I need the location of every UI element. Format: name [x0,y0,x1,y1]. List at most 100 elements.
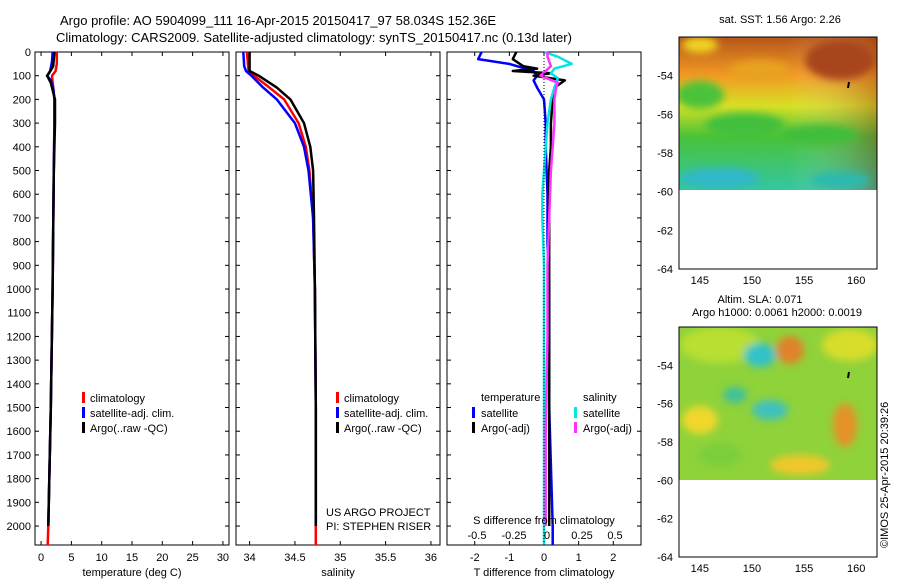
temperature-legend-swatch [82,422,85,433]
differences-line-s_argo [539,52,560,526]
depth-tick-label: 700 [13,213,31,225]
sst-map-frame [678,36,878,270]
s-difference-tick-label: 0.25 [571,530,592,542]
temperature-xtick-label: 20 [156,552,168,564]
temperature-xtick-label: 10 [96,552,108,564]
sst_map-lat-label: -64 [657,264,673,276]
project-credit: US ARGO PROJECT [326,507,431,519]
depth-tick-label: 2000 [7,521,31,533]
temperature-xlabel: temperature (deg C) [82,567,181,579]
temperature-xtick-label: 30 [217,552,229,564]
sst_map-lon-label: 160 [847,275,865,287]
sla-map-title: Altim. SLA: 0.071 [718,294,803,306]
sst_map-lon-label: 150 [743,275,761,287]
temperature-legend-label: satellite-adj. clim. [90,408,174,420]
depth-tick-label: 900 [13,260,31,272]
diff-legend-label: Argo(-adj) [481,423,530,435]
depth-tick-label: 1400 [7,379,31,391]
sst_map-lon-label: 145 [691,275,709,287]
depth-tick-label: 400 [13,142,31,154]
differences-xlabel: T difference from climatology [474,567,615,579]
s-difference-axis-label: S difference from climatology [473,515,615,527]
temperature-legend-label: Argo(..raw -QC) [90,423,168,435]
depth-tick-label: 1900 [7,497,31,509]
sst_map-lat-label: -60 [657,187,673,199]
diff-legend-swatch [472,407,475,418]
depth-tick-label: 1600 [7,426,31,438]
differences-xtick-label: 0 [541,552,547,564]
diff-legend-swatch [574,407,577,418]
depth-tick-label: 1700 [7,450,31,462]
salinity-legend-label: Argo(..raw -QC) [344,423,422,435]
salinity-xtick-label: 34 [243,552,255,564]
salinity-legend-swatch [336,407,339,418]
differences-xtick-label: 2 [610,552,616,564]
sst_map-lon-label: 155 [795,275,813,287]
s-difference-tick-label: 0 [544,530,550,542]
diff-legend-swatch [574,422,577,433]
depth-tick-label: 200 [13,94,31,106]
sla_map-lat-label: -58 [657,437,673,449]
depth-tick-label: 500 [13,166,31,178]
salinity-xtick-label: 36 [425,552,437,564]
temperature-xtick-label: 0 [38,552,44,564]
sla_map-lat-label: -56 [657,399,673,411]
sla_map-lon-label: 150 [743,563,761,575]
depth-tick-label: 100 [13,71,31,83]
differences-line-argo [511,51,567,526]
diff-legend-swatch [472,422,475,433]
sla_map-lat-label: -54 [657,360,673,372]
temperature-legend-label: climatology [90,393,146,405]
figure-title-line1: Argo profile: AO 5904099_111 16-Apr-2015… [60,13,497,28]
salinity-xlabel: salinity [321,567,355,579]
sla-map-subtitle: Argo h1000: 0.0061 h2000: 0.0019 [692,307,862,319]
salinity-plot-frame [235,51,441,546]
temperature-xtick-label: 25 [187,552,199,564]
salinity-legend-swatch [336,422,339,433]
sst_map-lat-label: -62 [657,225,673,237]
salinity-legend-label: satellite-adj. clim. [344,408,428,420]
depth-tick-label: 800 [13,237,31,249]
sla_map-lon-label: 145 [691,563,709,575]
temperature-legend-swatch [82,392,85,403]
sla_map-lat-label: -60 [657,475,673,487]
imos-stamp: ©IMOS 25-Apr-2015 20:39:26 [879,402,891,548]
salinity-legend-label: climatology [344,393,400,405]
pi-credit: PI: STEPHEN RISER [326,521,431,533]
sla_map-lat-label: -62 [657,514,673,526]
differences-xtick-label: -1 [504,552,514,564]
differences-xtick-label: 1 [576,552,582,564]
salinity-line-argo [248,52,318,526]
sst-map [678,36,878,270]
s-difference-tick-label: -0.5 [468,530,487,542]
s-difference-tick-label: -0.25 [501,530,526,542]
sla_map-lat-label: -64 [657,552,673,564]
depth-tick-label: 300 [13,118,31,130]
sla-map-frame [678,326,878,558]
depth-tick-label: 1800 [7,474,31,486]
differences-xtick-label: -2 [470,552,480,564]
sla-no-data-area [679,480,877,557]
sst-map-title: sat. SST: 1.56 Argo: 2.26 [719,14,841,26]
temperature-plot-frame [34,51,230,546]
sst_map-lat-label: -54 [657,71,673,83]
salinity-xtick-label: 34.5 [284,552,305,564]
sst-no-data-area [679,190,877,269]
temperature-line-argo [45,51,57,527]
depth-tick-label: 1100 [7,308,31,320]
temperature-legend-swatch [82,407,85,418]
temperature-xtick-label: 15 [126,552,138,564]
diff-legend-label: satellite [583,408,620,420]
sst_map-lat-label: -58 [657,148,673,160]
diff-legend-label: Argo(-adj) [583,423,632,435]
depth-tick-label: 1500 [7,403,31,415]
legend-group-salinity: salinity [583,392,617,404]
differences-line-satellite [476,51,554,545]
sla-argo-track [847,371,850,379]
figure-title-line2: Climatology: CARS2009. Satellite-adjuste… [56,30,572,45]
diff-legend-label: satellite [481,408,518,420]
sla_map-lon-label: 160 [847,563,865,575]
legend-group-temperature: temperature [481,392,540,404]
temperature-xtick-label: 5 [68,552,74,564]
